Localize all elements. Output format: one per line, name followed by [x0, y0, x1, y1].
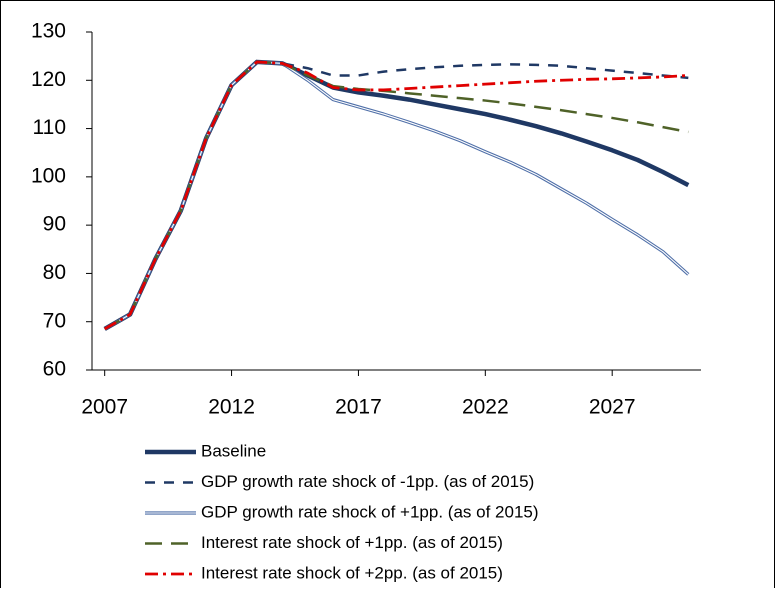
legend-label: GDP growth rate shock of +1pp. (as of 20…: [201, 502, 539, 521]
y-tick-label: 70: [43, 309, 66, 332]
series-line-inner: [104, 61, 689, 330]
legend-label: Interest rate shock of +1pp. (as of 2015…: [201, 533, 503, 552]
series-line: [103, 60, 689, 331]
y-tick-label: 80: [43, 261, 66, 284]
x-tick-label: 2007: [81, 396, 128, 419]
x-tick-label: 2012: [208, 396, 255, 419]
legend-label: GDP growth rate shock of -1pp. (as of 20…: [201, 472, 534, 491]
y-tick-label: 130: [31, 20, 66, 43]
series-line: [103, 60, 690, 331]
x-tick-label: 2017: [335, 396, 382, 419]
y-tick-label: 60: [43, 358, 66, 381]
y-tick-label: 90: [43, 213, 66, 236]
series-line: [104, 60, 689, 331]
series-line: [103, 59, 690, 331]
legend-label: Baseline: [201, 441, 266, 460]
series-line: [104, 60, 689, 331]
x-tick-label: 2022: [462, 396, 509, 419]
x-tick-label: 2027: [589, 396, 636, 419]
legend-label: Interest rate shock of +2pp. (as of 2015…: [201, 563, 503, 582]
y-tick-label: 110: [33, 116, 66, 139]
y-tick-label: 120: [31, 68, 66, 91]
y-tick-label: 100: [31, 164, 66, 187]
